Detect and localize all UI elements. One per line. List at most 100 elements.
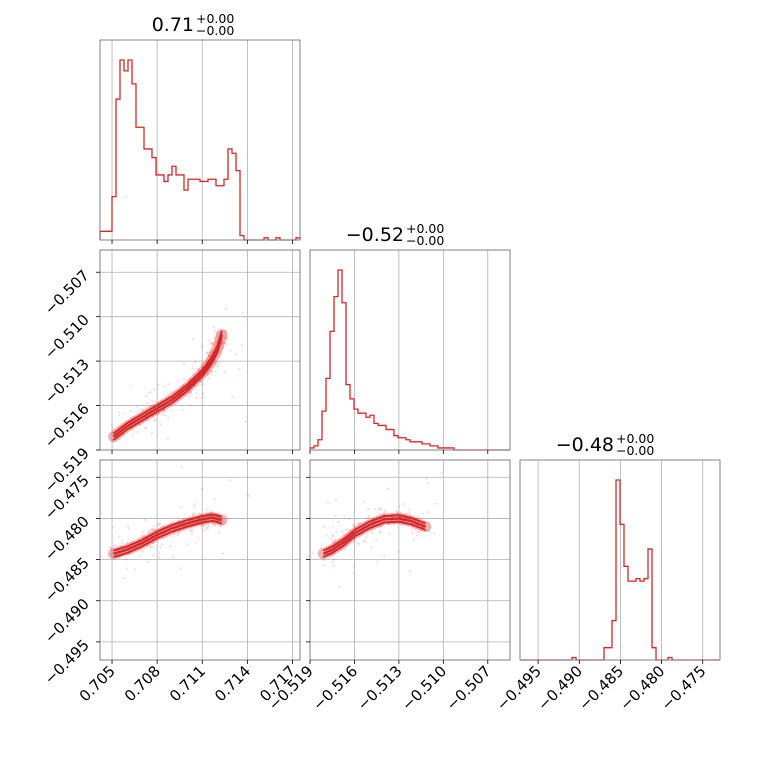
outlier-point: [440, 471, 443, 475]
outlier-point: [326, 501, 330, 504]
sample-point: [370, 528, 374, 532]
sample-point: [332, 558, 335, 561]
outlier-point: [337, 520, 340, 524]
sample-point: [375, 514, 379, 518]
sample-point: [205, 351, 209, 355]
outlier-point: [224, 307, 228, 311]
histogram-panel-p2: −0.495−0.490−0.485−0.480−0.475 −0.48 +0.00…: [493, 431, 721, 714]
sample-point: [333, 539, 337, 542]
outlier-point: [240, 343, 243, 347]
sample-point: [188, 516, 191, 519]
contour-line: [112, 337, 223, 441]
sample-point: [214, 361, 217, 365]
x-tick-label: −0.513: [354, 662, 406, 714]
sample-point: [224, 513, 227, 516]
sample-point: [417, 515, 420, 518]
scatter-frame: [99, 459, 301, 661]
sample-point: [345, 528, 348, 532]
sample-point: [206, 357, 210, 361]
sample-point: [358, 522, 361, 525]
sample-point: [338, 538, 342, 541]
outlier-point: [163, 413, 166, 417]
outlier-point: [334, 514, 337, 517]
outlier-point: [231, 395, 234, 399]
sample-point: [224, 342, 227, 345]
sample-point: [151, 541, 155, 545]
sample-point: [216, 364, 220, 368]
sample-point: [119, 544, 122, 548]
sample-point: [154, 418, 157, 422]
outlier-point: [200, 487, 204, 490]
sample-point: [147, 531, 150, 534]
histogram-panel-p0: 0.71 +0.00−0.00: [99, 11, 301, 244]
y-tick-label: −0.495: [41, 636, 93, 688]
sample-point: [406, 511, 410, 515]
sample-point: [225, 337, 228, 341]
outlier-point: [207, 339, 210, 342]
sample-point: [142, 535, 145, 538]
sample-point: [128, 409, 132, 412]
sample-point: [340, 548, 344, 551]
outlier-point: [151, 541, 155, 544]
x-tick-label: −0.516: [309, 662, 361, 714]
sample-point: [189, 526, 193, 530]
sample-point: [212, 325, 216, 329]
sample-point: [222, 342, 225, 345]
sample-point: [125, 557, 129, 561]
outlier-point: [397, 550, 400, 553]
y-tick-label: −0.510: [41, 311, 93, 363]
outlier-point: [153, 388, 156, 391]
sample-point: [211, 370, 214, 373]
sample-point: [135, 405, 138, 408]
sample-point: [211, 348, 214, 352]
sample-point: [220, 523, 223, 527]
sample-point: [193, 502, 196, 506]
outlier-point: [199, 380, 202, 383]
sample-point: [194, 384, 197, 388]
outlier-point: [112, 526, 115, 529]
contour-line: [322, 514, 426, 552]
outlier-point: [144, 427, 147, 430]
sample-point: [378, 530, 381, 534]
contour-line: [112, 330, 223, 435]
sample-point: [190, 532, 193, 536]
sample-point: [149, 405, 153, 409]
sample-point: [208, 354, 211, 358]
sample-point: [129, 384, 132, 388]
outlier-point: [172, 556, 175, 559]
sample-point: [112, 440, 115, 443]
sample-point: [212, 522, 215, 526]
sample-point: [137, 537, 140, 541]
sample-point: [193, 505, 196, 509]
outlier-point: [150, 527, 153, 531]
sample-point: [110, 424, 113, 427]
sample-point: [217, 361, 221, 365]
sample-point: [152, 528, 156, 531]
sample-point: [121, 541, 124, 545]
scatter-panel-p0-p1: −0.519−0.516−0.513−0.510−0.507: [41, 249, 301, 496]
sample-point: [215, 339, 218, 342]
scatter-panel-p1-p2: −0.519−0.516−0.513−0.510−0.507: [265, 459, 511, 714]
sample-point: [172, 532, 176, 536]
sample-point: [210, 351, 213, 354]
sample-point: [208, 372, 212, 376]
sample-point: [167, 392, 170, 396]
sample-point: [401, 523, 405, 527]
sample-point: [221, 519, 224, 523]
outlier-point: [121, 539, 124, 543]
sample-point: [126, 524, 130, 528]
sample-point: [151, 528, 154, 532]
sample-point: [125, 567, 129, 570]
sample-point: [329, 537, 333, 541]
error-minus-label: −0.00: [196, 23, 234, 38]
sample-point: [152, 418, 156, 422]
outlier-point: [218, 531, 221, 534]
outlier-point: [133, 568, 137, 571]
sample-point: [197, 368, 200, 371]
sample-point: [222, 522, 225, 525]
outlier-point: [150, 390, 153, 394]
outlier-point: [195, 392, 198, 395]
y-tick-label: −0.513: [41, 355, 93, 407]
sample-point: [149, 404, 152, 408]
